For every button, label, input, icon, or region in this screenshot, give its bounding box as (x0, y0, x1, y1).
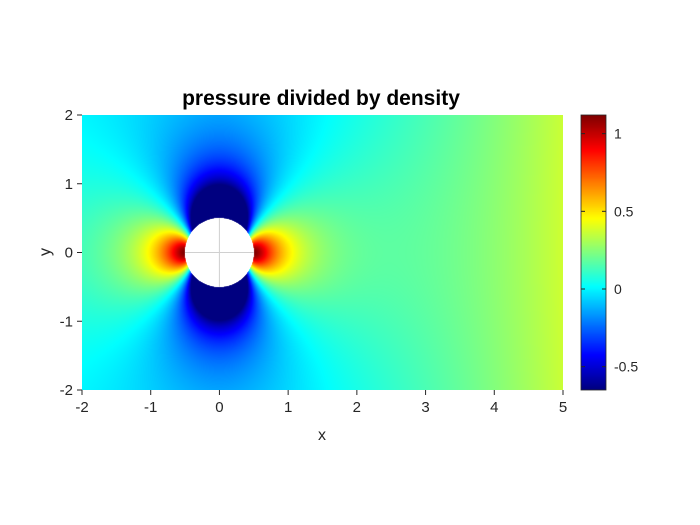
colorbar-tick-label: 1 (614, 126, 622, 142)
x-tick-label: 2 (353, 399, 361, 416)
x-tick-label: 0 (215, 399, 223, 416)
chart-title: pressure divided by density (182, 87, 460, 110)
y-tick-label: 0 (65, 245, 73, 262)
x-tick-label: 3 (421, 399, 429, 416)
colorbar-gradient (581, 115, 606, 390)
y-axis-label: y (37, 248, 54, 256)
y-tick-label: 1 (65, 176, 73, 193)
x-tick-label: -2 (75, 399, 88, 416)
y-tick-label: 2 (65, 107, 73, 124)
colorbar-ticks: -0.5 0 0.5 1 (581, 126, 638, 375)
colorbar: -0.5 0 0.5 1 (580, 114, 638, 391)
colorbar-tick-label: -0.5 (614, 359, 638, 375)
x-tick-label: 4 (490, 399, 498, 416)
y-tick-label: -1 (60, 313, 73, 330)
x-tick-label: 5 (559, 399, 567, 416)
colorbar-tick-label: 0 (614, 281, 622, 297)
x-axis-label: x (318, 427, 326, 444)
pressure-heatmap (82, 115, 563, 390)
colorbar-border (580, 114, 607, 391)
y-tick-label: -2 (60, 382, 73, 399)
x-tick-label: -1 (144, 399, 157, 416)
y-axis: -2 -1 0 1 2 (60, 107, 82, 399)
colorbar-tick-label: 0.5 (614, 203, 634, 219)
x-tick-label: 1 (284, 399, 292, 416)
x-axis: -2 -1 0 1 2 3 4 5 (75, 390, 567, 416)
plot-area (82, 115, 563, 390)
